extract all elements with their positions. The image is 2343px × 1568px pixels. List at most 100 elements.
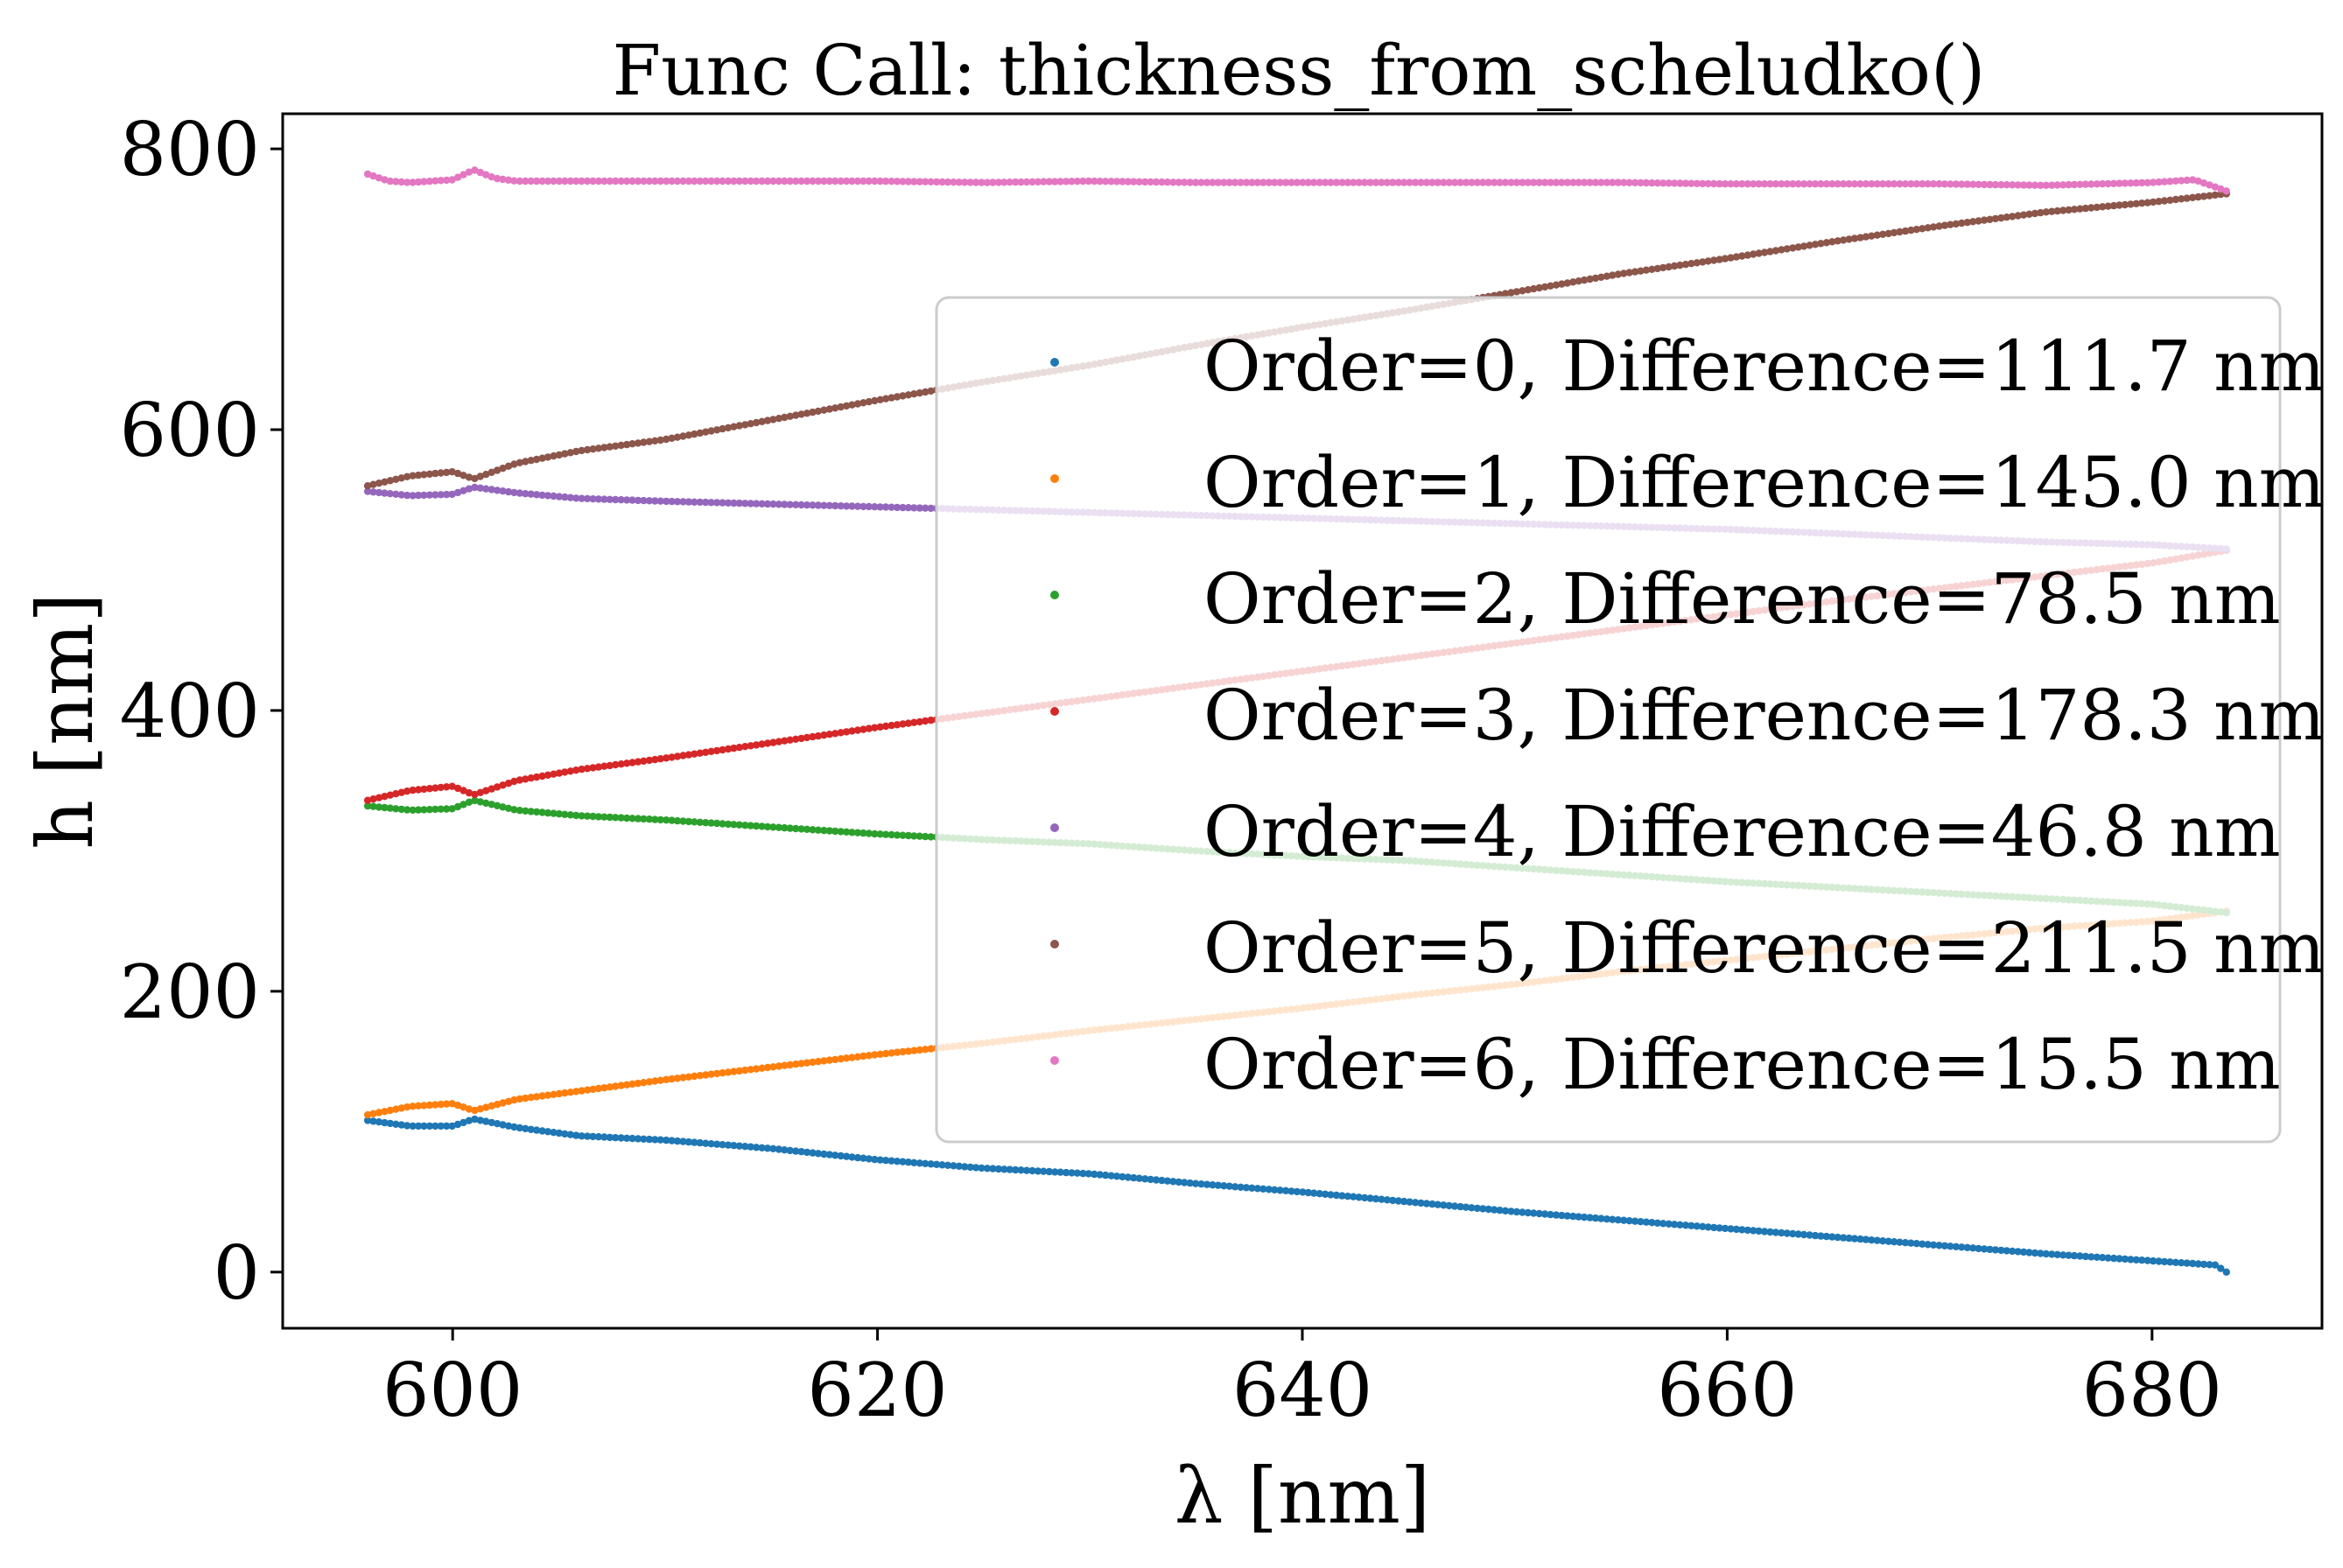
- series-5-point: [606, 443, 614, 451]
- series-0-point: [2211, 1261, 2220, 1269]
- series-6-point: [1012, 178, 1020, 186]
- series-3-point: [859, 725, 867, 733]
- series-6-point: [1231, 178, 1239, 186]
- series-0-point: [1293, 1187, 1301, 1196]
- series-5-point: [1969, 218, 1977, 226]
- series-4-point: [420, 491, 428, 500]
- series-6-point: [876, 177, 884, 186]
- series-6-point: [2109, 179, 2118, 187]
- series-3-point: [679, 752, 687, 760]
- series-1-point: [532, 1093, 541, 1101]
- series-1-point: [837, 1054, 845, 1063]
- series-6-point: [871, 177, 879, 186]
- series-1-point: [522, 1094, 530, 1102]
- series-3-point: [656, 755, 664, 763]
- series-5-point: [1681, 261, 1690, 269]
- series-6-point: [927, 178, 935, 186]
- series-6-point: [1248, 178, 1256, 186]
- series-5-point: [622, 440, 631, 449]
- series-6-point: [1721, 180, 1729, 188]
- series-0-point: [752, 1144, 761, 1152]
- series-6-point: [2222, 187, 2230, 195]
- series-3-point: [459, 787, 467, 794]
- y-tick-label: 800: [120, 107, 260, 192]
- series-6-point: [606, 177, 614, 186]
- series-1-point: [707, 1070, 715, 1078]
- series-0-point: [1091, 1170, 1098, 1179]
- series-3-point: [476, 788, 484, 796]
- series-3-point: [600, 762, 608, 770]
- series-3-point: [386, 791, 394, 799]
- x-axis-label: λ [nm]: [1175, 1451, 1431, 1541]
- series-6-point: [589, 177, 597, 186]
- series-5-point: [684, 431, 693, 439]
- series-0-point: [1552, 1211, 1561, 1219]
- series-6-point: [775, 177, 783, 186]
- series-2-point: [589, 812, 597, 821]
- series-6-point: [887, 178, 895, 186]
- series-0-point: [831, 1152, 839, 1159]
- y-tick-label: 400: [120, 668, 260, 754]
- series-5-point: [797, 410, 805, 418]
- series-5-point: [837, 402, 845, 411]
- series-6-point: [1163, 178, 1172, 186]
- series-1-point: [465, 1105, 474, 1113]
- series-5-point: [1907, 226, 1915, 234]
- series-5-point: [1997, 214, 2005, 222]
- series-5-point: [476, 472, 484, 480]
- series-2-point: [561, 810, 569, 818]
- series-6-point: [1884, 180, 1892, 188]
- series-6-point: [1068, 178, 1076, 186]
- series-6-point: [1676, 179, 1684, 187]
- series-0-point: [1496, 1207, 1504, 1214]
- series-6-point: [1811, 180, 1820, 188]
- series-6-point: [724, 177, 733, 186]
- series-5-point: [1980, 216, 1989, 224]
- series-1-point: [448, 1100, 456, 1108]
- series-0-point: [1000, 1166, 1008, 1173]
- series-5-point: [825, 405, 833, 413]
- series-0-point: [1051, 1168, 1059, 1176]
- series-3-point: [397, 788, 405, 796]
- series-0-point: [1519, 1208, 1526, 1216]
- series-5-point: [1912, 226, 1920, 234]
- series-3-point: [668, 753, 676, 761]
- series-0-point: [1659, 1220, 1667, 1228]
- series-0-point: [1242, 1184, 1251, 1192]
- series-6-point: [1473, 178, 1482, 186]
- series-6-point: [1281, 178, 1290, 186]
- series-0-point: [927, 1160, 935, 1168]
- series-4-point: [735, 499, 743, 508]
- series-6-point: [1468, 178, 1476, 186]
- series-6-point: [2166, 178, 2174, 186]
- series-5-point: [853, 400, 862, 408]
- series-4-point: [820, 501, 828, 509]
- series-6-point: [1693, 179, 1701, 187]
- series-6-point: [1225, 178, 1233, 186]
- series-0-point: [1473, 1204, 1482, 1213]
- series-6-point: [1980, 180, 1989, 189]
- series-0-point: [1512, 1208, 1521, 1216]
- series-1-point: [617, 1082, 625, 1089]
- series-3-point: [375, 794, 383, 802]
- series-2-point: [392, 805, 400, 813]
- series-0-point: [2025, 1249, 2033, 1256]
- series-0-point: [1845, 1234, 1853, 1242]
- series-6-point: [2070, 180, 2079, 189]
- series-0-point: [2009, 1247, 2017, 1256]
- series-2-point: [386, 804, 394, 812]
- legend-label: Order=2, Difference=78.5 nm: [1203, 558, 2281, 640]
- series-1-point: [516, 1095, 523, 1103]
- series-3-point: [893, 721, 901, 729]
- series-0-point: [1141, 1175, 1149, 1183]
- series-2-point: [437, 805, 445, 813]
- series-4-point: [707, 499, 715, 507]
- series-6-point: [1045, 178, 1054, 186]
- series-5-point: [1789, 244, 1797, 252]
- series-1-point: [369, 1110, 377, 1118]
- series-5-point: [488, 468, 495, 476]
- series-1-point: [871, 1051, 879, 1059]
- series-6-point: [1873, 180, 1881, 188]
- series-5-point: [482, 471, 490, 479]
- series-0-point: [1563, 1212, 1572, 1220]
